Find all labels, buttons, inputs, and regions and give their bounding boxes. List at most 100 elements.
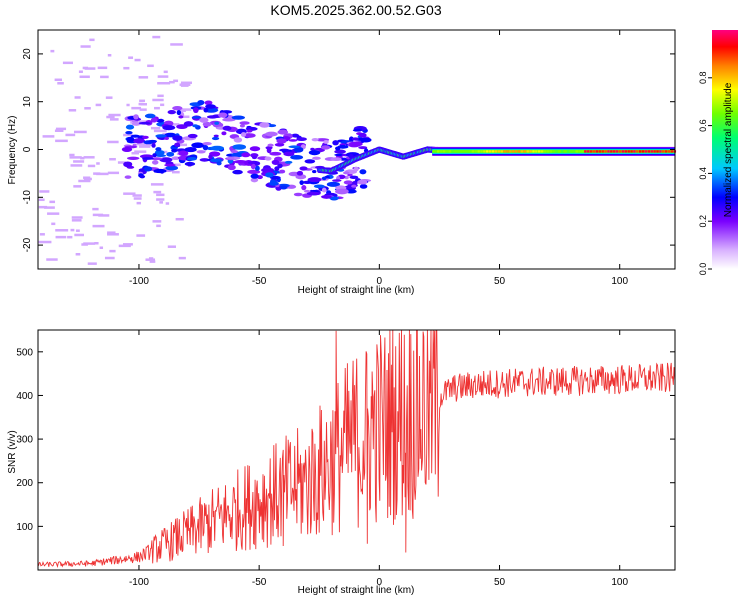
noise-blob <box>157 94 164 98</box>
noise-blob <box>71 219 82 222</box>
noise-blob <box>157 75 169 78</box>
ridge-core <box>509 150 512 153</box>
spectral-blob <box>164 136 170 140</box>
noise-blob <box>55 139 68 143</box>
noise-blob <box>57 82 64 85</box>
noise-blob <box>87 262 97 265</box>
spectrogram-x-label: Height of straight line (km) <box>298 285 415 296</box>
ridge-core <box>610 150 613 153</box>
noise-blob <box>50 49 55 53</box>
noise-blob <box>54 129 64 132</box>
figure-title: KOM5.2025.362.00.52.G03 <box>270 2 441 18</box>
snr-panel: -100 -50 0 50 100 100 200 300 400 500 Height of … <box>7 329 676 596</box>
spectral-blob <box>307 177 322 183</box>
noise-blob <box>138 102 144 106</box>
noise-blob <box>156 224 161 228</box>
noise-blob <box>170 43 183 46</box>
noise-blob <box>123 192 136 195</box>
noise-blob <box>132 194 142 197</box>
noise-blob <box>134 150 147 153</box>
ridge-core <box>630 150 633 153</box>
y-tick-label: -10 <box>22 190 33 205</box>
ridge-core <box>517 150 521 153</box>
noise-blob <box>152 220 162 223</box>
x-tick-label: 100 <box>611 577 628 588</box>
ridge-core <box>480 150 483 153</box>
ridge-core <box>552 150 555 153</box>
spectral-blob <box>246 129 253 133</box>
ridge-core <box>497 150 501 153</box>
spectral-blob <box>205 104 216 109</box>
ridge-core <box>535 150 538 153</box>
spectral-blob <box>233 137 243 143</box>
spectral-blob <box>192 107 199 114</box>
ridge-core <box>618 150 622 153</box>
ridge-core <box>520 150 524 153</box>
spectral-blob <box>259 122 270 128</box>
noise-blob <box>173 79 179 83</box>
noise-blob <box>38 198 45 202</box>
spectral-blob <box>320 145 331 150</box>
spectral-blob <box>126 136 135 142</box>
noise-blob <box>51 222 56 226</box>
noise-blob <box>62 61 73 65</box>
spectral-blob <box>164 163 176 167</box>
noise-blob <box>171 170 180 174</box>
noise-blob <box>109 157 116 161</box>
noise-blob <box>136 142 145 146</box>
spectral-blob <box>251 156 257 160</box>
spectral-blob <box>211 136 220 141</box>
ridge-core <box>644 150 648 153</box>
noise-blob <box>100 75 109 79</box>
ridge-core <box>457 150 460 153</box>
spectral-blob <box>247 161 256 164</box>
spectral-blob <box>202 121 212 127</box>
spectral-blob <box>130 134 141 138</box>
spectral-blob <box>232 144 247 150</box>
noise-blob <box>55 235 67 239</box>
ridge-core <box>615 150 619 153</box>
spectral-blob <box>166 151 175 157</box>
ridge-core <box>500 150 503 153</box>
ridge-core <box>494 150 498 153</box>
spectral-blob <box>202 145 209 151</box>
spectral-blob <box>254 165 260 171</box>
spectral-blob <box>151 160 159 165</box>
noise-blob <box>78 70 83 73</box>
noise-blob <box>83 177 92 181</box>
spectral-blob <box>203 107 209 113</box>
spectral-blob <box>326 181 341 187</box>
noise-blob <box>68 109 77 112</box>
spectral-blob <box>303 189 311 193</box>
spectral-blob <box>250 173 259 179</box>
noise-blob <box>96 162 100 165</box>
ridge-core <box>537 150 541 153</box>
ridge-core <box>474 150 478 153</box>
noise-blob <box>99 246 104 249</box>
noise-blob <box>46 258 58 261</box>
spectral-blob <box>142 157 154 160</box>
noise-blob <box>73 160 85 163</box>
spectral-blob <box>267 143 274 147</box>
spectral-blob <box>349 141 363 147</box>
noise-blob <box>109 249 116 253</box>
spectral-blob <box>155 154 167 158</box>
colorbar-tick-label: 0.0 <box>698 263 708 276</box>
ridge-core <box>569 150 573 153</box>
noise-blob <box>172 123 180 126</box>
spectral-blob <box>147 139 158 143</box>
noise-blob <box>84 107 91 110</box>
spectral-blob <box>353 166 359 172</box>
noise-blob <box>49 200 56 204</box>
spectral-blob <box>330 157 342 162</box>
spectral-blob <box>152 153 157 158</box>
snr-frame <box>37 329 676 571</box>
spectral-blob <box>335 146 341 151</box>
noise-blob <box>73 185 82 188</box>
spectrogram-marks <box>38 35 677 265</box>
ridge-core <box>532 150 535 153</box>
ridge-core <box>451 150 454 153</box>
spectral-blob <box>199 158 210 162</box>
spectral-blob <box>139 175 146 179</box>
